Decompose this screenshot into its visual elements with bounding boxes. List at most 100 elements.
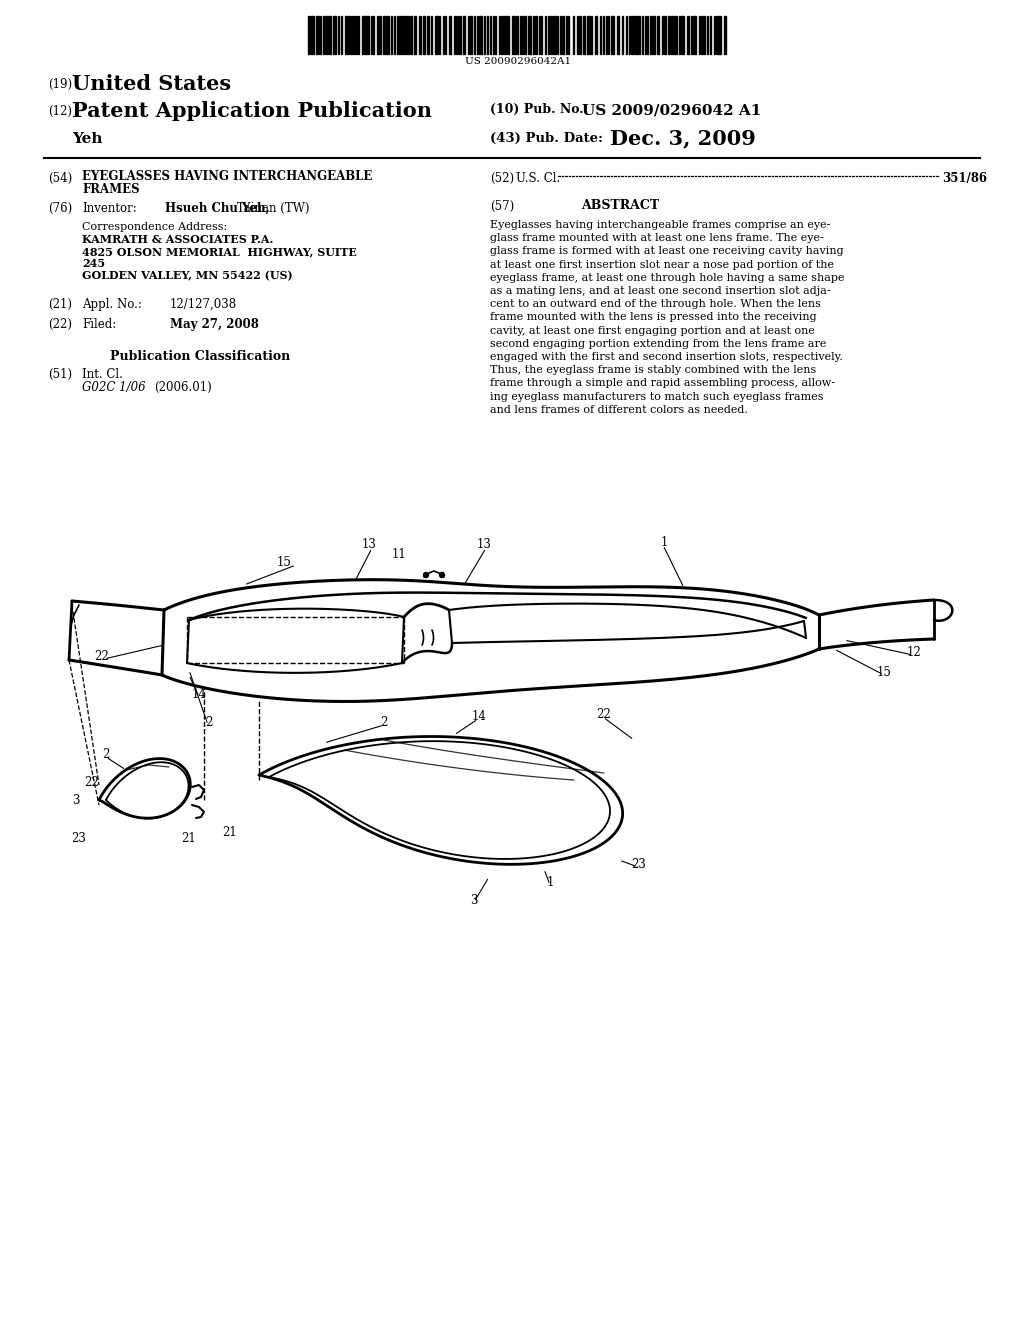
Bar (665, 16, 667, 54)
Bar (512, 16, 515, 54)
Text: 13: 13 (476, 539, 492, 552)
Text: G02C 1/06: G02C 1/06 (82, 381, 145, 393)
Text: and lens frames of different colors as needed.: and lens frames of different colors as n… (490, 405, 748, 414)
Bar (464, 16, 466, 54)
Text: 15: 15 (877, 667, 892, 680)
Bar (587, 16, 590, 54)
Bar (419, 16, 421, 54)
Text: glass frame is formed with at least one receiving cavity having: glass frame is formed with at least one … (490, 247, 844, 256)
Text: as a mating lens, and at least one second insertion slot adja-: as a mating lens, and at least one secon… (490, 286, 830, 296)
Bar (595, 16, 597, 54)
Text: 1: 1 (660, 536, 668, 549)
Text: Filed:: Filed: (82, 318, 117, 331)
Text: glass frame mounted with at least one lens frame. The eye-: glass frame mounted with at least one le… (490, 234, 823, 243)
Bar (611, 16, 614, 54)
Text: 22: 22 (597, 709, 611, 722)
Text: 2: 2 (102, 748, 110, 762)
Text: United States: United States (72, 74, 231, 94)
Text: engaged with the first and second insertion slots, respectively.: engaged with the first and second insert… (490, 352, 843, 362)
Text: 22: 22 (94, 651, 110, 664)
Text: 2: 2 (206, 717, 213, 730)
Text: 13: 13 (361, 539, 377, 552)
Bar (450, 16, 452, 54)
Bar (403, 16, 406, 54)
Bar (669, 16, 671, 54)
Bar (316, 16, 319, 54)
Bar (383, 16, 385, 54)
Text: eyeglass frame, at least one through hole having a same shape: eyeglass frame, at least one through hol… (490, 273, 845, 282)
Text: 14: 14 (472, 710, 486, 723)
Text: U.S. Cl.: U.S. Cl. (516, 172, 560, 185)
Text: 11: 11 (391, 549, 407, 561)
Bar (692, 16, 695, 54)
Bar (366, 16, 369, 54)
Text: second engaging portion extending from the lens frame are: second engaging portion extending from t… (490, 339, 826, 348)
Bar (478, 16, 481, 54)
Bar (348, 16, 350, 54)
Text: (19): (19) (48, 78, 72, 91)
Bar (435, 16, 438, 54)
Bar (672, 16, 674, 54)
Text: 21: 21 (222, 826, 238, 840)
Bar (333, 16, 336, 54)
Text: ing eyeglass manufacturers to match such eyeglass frames: ing eyeglass manufacturers to match such… (490, 392, 823, 401)
Text: cavity, at least one first engaging portion and at least one: cavity, at least one first engaging port… (490, 326, 815, 335)
Text: Appl. No.:: Appl. No.: (82, 298, 142, 312)
Text: 23: 23 (632, 858, 646, 871)
Bar (616, 16, 618, 54)
Text: 2: 2 (380, 717, 388, 730)
Bar (400, 16, 402, 54)
Bar (657, 16, 659, 54)
Text: frame through a simple and rapid assembling process, allow-: frame through a simple and rapid assembl… (490, 379, 835, 388)
Bar (410, 16, 412, 54)
Bar (524, 16, 526, 54)
Text: Hsueh Chu Yeh,: Hsueh Chu Yeh, (165, 202, 269, 215)
Bar (554, 16, 556, 54)
Text: Tainan (TW): Tainan (TW) (233, 202, 309, 215)
Text: May 27, 2008: May 27, 2008 (170, 318, 259, 331)
Text: Inventor:: Inventor: (82, 202, 137, 215)
Text: 3: 3 (470, 894, 478, 907)
Text: (22): (22) (48, 318, 72, 331)
Circle shape (439, 573, 444, 578)
Text: (43) Pub. Date:: (43) Pub. Date: (490, 132, 603, 145)
Bar (427, 16, 429, 54)
Bar (631, 16, 634, 54)
Text: FRAMES: FRAMES (82, 183, 139, 195)
Text: (10) Pub. No.:: (10) Pub. No.: (490, 103, 588, 116)
Text: 14: 14 (191, 689, 207, 701)
Text: cent to an outward end of the through hole. When the lens: cent to an outward end of the through ho… (490, 300, 821, 309)
Bar (504, 16, 506, 54)
Bar (361, 16, 365, 54)
Text: 23: 23 (72, 832, 86, 845)
Bar (687, 16, 688, 54)
Bar (583, 16, 585, 54)
Bar (470, 16, 472, 54)
Bar (501, 16, 503, 54)
Text: ABSTRACT: ABSTRACT (581, 199, 659, 213)
Text: GOLDEN VALLEY, MN 55422 (US): GOLDEN VALLEY, MN 55422 (US) (82, 271, 293, 281)
Bar (311, 16, 314, 54)
Circle shape (424, 573, 428, 578)
Bar (386, 16, 389, 54)
Bar (329, 16, 331, 54)
Text: Correspondence Address:: Correspondence Address: (82, 222, 227, 232)
Bar (326, 16, 328, 54)
Text: Eyeglasses having interchangeable frames comprise an eye-: Eyeglasses having interchangeable frames… (490, 220, 830, 230)
Bar (407, 16, 409, 54)
Bar (507, 16, 509, 54)
Text: (2006.01): (2006.01) (154, 381, 212, 393)
Text: (12): (12) (48, 106, 72, 117)
Text: 22: 22 (85, 776, 99, 789)
Text: US 20090296042A1: US 20090296042A1 (465, 57, 571, 66)
Text: Thus, the eyeglass frame is stably combined with the lens: Thus, the eyeglass frame is stably combi… (490, 366, 816, 375)
Text: (57): (57) (490, 201, 514, 213)
Text: 351/86: 351/86 (942, 172, 987, 185)
Bar (650, 16, 652, 54)
Bar (536, 16, 538, 54)
Text: (54): (54) (48, 172, 73, 185)
Text: Yeh: Yeh (72, 132, 102, 147)
Bar (718, 16, 721, 54)
Text: 15: 15 (276, 557, 292, 569)
Text: 245: 245 (82, 257, 105, 269)
